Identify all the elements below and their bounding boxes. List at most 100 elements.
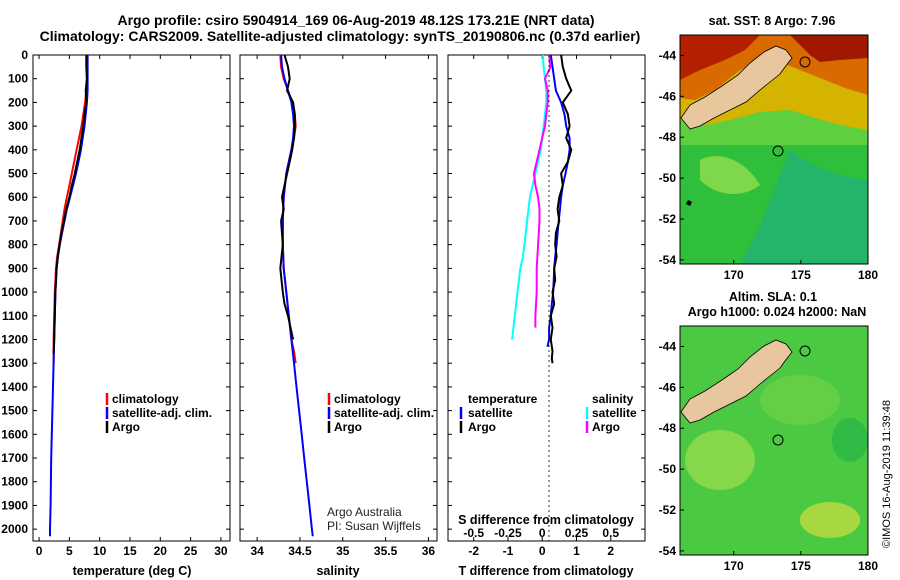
map-lat-label: -46	[659, 380, 677, 394]
figure-title-line2: Climatology: CARS2009. Satellite-adjuste…	[40, 28, 641, 44]
sst-land-south-island	[680, 45, 793, 130]
series-line-argo	[279, 55, 296, 340]
map-lon-label: 175	[791, 268, 811, 282]
depth-tick-label: 800	[8, 238, 28, 252]
x-tick-label: 34.5	[288, 544, 312, 558]
sst-band-teal	[740, 150, 868, 264]
difference-legend: temperature satellite Argo salinity sate…	[459, 392, 637, 434]
legend-label-s-argo: Argo	[592, 420, 620, 434]
sla-map-frame	[679, 325, 869, 556]
legend-label-satellite-adj: satellite-adj. clim.	[334, 406, 434, 420]
legend-label-argo: Argo	[334, 420, 362, 434]
map-lat-label: -54	[659, 544, 677, 558]
map-lat-label: -44	[659, 48, 677, 62]
sla-island-marker	[799, 345, 811, 357]
legend-label-satellite-adj: satellite-adj. clim.	[112, 406, 212, 420]
sst-island-marker	[799, 56, 811, 68]
x-tick-label: 35	[336, 544, 350, 558]
series-group	[49, 55, 89, 537]
sla-patch-2	[800, 502, 860, 538]
s-tick-label: -0.25	[494, 526, 522, 540]
depth-tick-label: 300	[8, 119, 28, 133]
series-line-t-satellite	[546, 55, 571, 347]
x-tick-label: 0	[36, 544, 43, 558]
sla-map-title2: Argo h1000: 0.024 h2000: NaN	[688, 305, 867, 319]
sla-map-axes: 170 175 180 -44 -46 -48 -50 -52 -54	[659, 339, 879, 573]
sst-map-title: sat. SST: 8 Argo: 7.96	[709, 14, 836, 28]
s-difference-axis-label: S difference from climatology	[458, 513, 634, 527]
map-lat-label: -50	[659, 462, 677, 476]
credit-line1: Argo Australia	[327, 505, 402, 519]
temperature-chart: 0 5 10 15 20 25 30	[36, 55, 228, 558]
legend-label-s-satellite: satellite	[592, 406, 637, 420]
s-tick-label: 0	[539, 526, 546, 540]
series-group	[511, 55, 573, 364]
depth-tick-label: 600	[8, 190, 28, 204]
map-lat-label: -52	[659, 212, 677, 226]
salinity-chart: 34 34.5 35 35.5 36	[250, 55, 435, 558]
sla-land-south-island	[680, 339, 793, 424]
x-tick-label: 35.5	[374, 544, 398, 558]
depth-tick-label: 500	[8, 167, 28, 181]
sst-map-axes: 170 175 180 -44 -46 -48 -50 -52 -54	[659, 48, 879, 282]
depth-tick-label: 1200	[1, 332, 28, 346]
map-lat-label: -52	[659, 503, 677, 517]
map-lon-label: 175	[791, 559, 811, 573]
map-lon-label: 180	[858, 268, 878, 282]
imos-stamp: ©IMOS 16-Aug-2019 11:39:48	[881, 400, 893, 548]
map-lat-label: -44	[659, 339, 677, 353]
x-tick-label: 1	[573, 544, 580, 558]
sst-patch-light	[700, 156, 760, 195]
depth-tick-label: 1800	[1, 475, 28, 489]
temperature-axis-label: temperature (deg C)	[73, 564, 192, 578]
s-tick-label: -0.5	[463, 526, 484, 540]
depth-tick-label: 1900	[1, 498, 28, 512]
map-lat-label: -48	[659, 130, 677, 144]
x-tick-label: 25	[184, 544, 198, 558]
legend-label-climatology: climatology	[334, 392, 401, 406]
salinity-axis-label: salinity	[316, 564, 359, 578]
sla-patch-3	[760, 375, 840, 425]
depth-tick-label: 100	[8, 72, 28, 86]
x-tick-label: -2	[468, 544, 479, 558]
x-tick-label: 0	[539, 544, 546, 558]
depth-tick-label: 400	[8, 143, 28, 157]
depth-tick-label: 1000	[1, 285, 28, 299]
x-tick-label: 10	[93, 544, 107, 558]
series-line-argo	[52, 55, 88, 354]
legend-label-climatology: climatology	[112, 392, 179, 406]
x-tick-label: 15	[123, 544, 137, 558]
temperature-panel	[32, 54, 231, 542]
sla-argo-position	[772, 434, 784, 446]
legend-label-t-argo: Argo	[468, 420, 496, 434]
salinity-panel	[239, 54, 438, 542]
depth-tick-label: 900	[8, 261, 28, 275]
difference-panel	[447, 54, 646, 542]
depth-tick-label: 1400	[1, 380, 28, 394]
figure-title-line1: Argo profile: csiro 5904914_169 06-Aug-2…	[118, 12, 595, 28]
salinity-legend: climatology satellite-adj. clim. Argo	[327, 392, 434, 434]
sla-patch-1	[685, 430, 755, 490]
depth-tick-label: 700	[8, 214, 28, 228]
map-lon-label: 170	[724, 559, 744, 573]
s-tick-label: 0.5	[602, 526, 619, 540]
map-lon-label: 170	[724, 268, 744, 282]
x-tick-label: 2	[607, 544, 614, 558]
series-group	[279, 55, 314, 537]
depth-axis: 0 100 200 300 400 500 600 700 800 900 1000 1100 1200…	[1, 48, 645, 536]
x-tick-label: 5	[66, 544, 73, 558]
x-tick-label: 36	[422, 544, 436, 558]
x-tick-label: 34	[250, 544, 264, 558]
depth-tick-label: 1700	[1, 451, 28, 465]
temperature-legend: climatology satellite-adj. clim. Argo	[105, 392, 212, 434]
sst-band-red	[680, 35, 868, 62]
legend-label-salinity: salinity	[592, 392, 634, 406]
credit-line2: PI: Susan Wijffels	[327, 519, 421, 533]
sst-map	[680, 35, 868, 264]
sst-map-frame	[679, 34, 869, 265]
sst-island-dot	[686, 200, 692, 206]
difference-chart: -2 -1 0 1 2 -0.5 -0.25 0 0.25 0.5	[463, 55, 619, 558]
legend-label-t-satellite: satellite	[468, 406, 513, 420]
x-tick-label: 20	[154, 544, 168, 558]
